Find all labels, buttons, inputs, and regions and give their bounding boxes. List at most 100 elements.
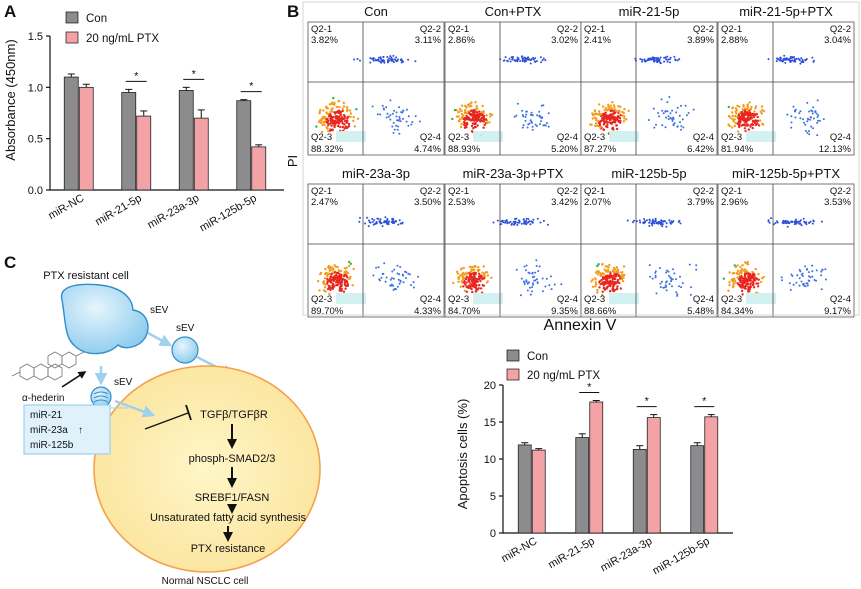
legend-d-swatch-con xyxy=(506,349,520,362)
up-arrow-icon: ↑ xyxy=(78,425,83,436)
quadrant-label-q3: Q2-3 xyxy=(448,132,469,143)
quadrant-value-q1: 2.07% xyxy=(584,197,611,208)
panel-a-bar-ptx xyxy=(78,86,94,191)
mir-box xyxy=(23,404,111,455)
panel-d-bar-ptx xyxy=(646,417,661,534)
panel-d-xtick-label: miR-125b-5p xyxy=(651,535,712,577)
quadrant-value-q4: 4.33% xyxy=(414,306,441,317)
quadrant-label-q3: Q2-3 xyxy=(311,132,332,143)
inhibition-line xyxy=(144,412,189,430)
flow-plot: Con Q2-13.82% Q2-23.11% Q2-388.32% Q2-44.74% xyxy=(307,4,445,156)
panel-a-sig-star: * xyxy=(249,81,254,93)
panel-d-xtick-label: miR-21-5p xyxy=(546,535,596,571)
quadrant-label-q1: Q2-1 xyxy=(721,24,742,35)
flow-plot-dots xyxy=(589,55,695,135)
quadrant-value-q3: 84.70% xyxy=(448,306,481,317)
panel-b-frame xyxy=(302,1,860,316)
quadrant-value-q2: 3.42% xyxy=(551,197,578,208)
arrow-hederin xyxy=(61,371,87,388)
flow-plot-title: miR-125b-5p+PTX xyxy=(732,166,840,181)
legend-d-label-con: Con xyxy=(527,351,548,363)
panel-d-sig-star: * xyxy=(587,382,592,394)
flow-plot-gate-box xyxy=(336,131,366,142)
flow-plot-dots xyxy=(451,55,550,137)
inhibition-bar-icon xyxy=(185,404,192,421)
flow-plot-frame xyxy=(307,21,445,156)
panel-a-bar-con xyxy=(236,100,252,191)
panel-a-bar-con xyxy=(63,76,79,191)
quadrant-value-q1: 2.96% xyxy=(721,197,748,208)
resistant-cell-label: PTX resistant cell xyxy=(43,270,129,282)
panel-d-bar-con xyxy=(632,448,647,534)
flow-plot-title: Con+PTX xyxy=(485,4,542,19)
arrow-cell-to-sev xyxy=(147,331,173,347)
panel-a-ylabel: Absorbance (450nm) xyxy=(3,39,18,160)
panel-b-xlabel: Annexin V xyxy=(544,317,617,334)
quadrant-label-q2: Q2-2 xyxy=(557,186,578,197)
panel-b-letter: B xyxy=(287,2,299,21)
sev-label-budding: sEV xyxy=(150,305,169,316)
quadrant-value-q3: 87.27% xyxy=(584,144,617,155)
quadrant-value-q1: 3.82% xyxy=(311,35,338,46)
pathway-step-5: PTX resistance xyxy=(191,543,266,555)
flow-plot-dots xyxy=(590,217,698,297)
panel-b-ylabel: PI xyxy=(285,155,300,167)
sev-free xyxy=(171,336,199,364)
sev-label-free: sEV xyxy=(176,323,195,334)
legend-d-swatch-ptx xyxy=(506,368,520,381)
quadrant-value-q3: 88.32% xyxy=(311,144,344,155)
quadrant-label-q4: Q2-4 xyxy=(693,294,714,305)
flow-plot-gate-box xyxy=(473,293,503,304)
quadrant-label-q1: Q2-1 xyxy=(721,186,742,197)
quadrant-value-q3: 88.93% xyxy=(448,144,481,155)
flow-plot-dots xyxy=(315,54,421,135)
flow-plot: miR-125b-5p+PTX Q2-12.96% Q2-23.53% Q2-384.… xyxy=(717,166,855,318)
rna-strands-icon xyxy=(93,391,109,403)
quadrant-label-q1: Q2-1 xyxy=(311,24,332,35)
normal-cell-shape xyxy=(93,365,321,573)
flow-plot-title: miR-23a-3p+PTX xyxy=(463,166,564,181)
quadrant-label-q2: Q2-2 xyxy=(693,24,714,35)
quadrant-value-q2: 3.53% xyxy=(824,197,851,208)
legend-swatch-con xyxy=(65,11,79,24)
quadrant-label-q3: Q2-3 xyxy=(721,294,742,305)
panel-a-ytick-label: 0.5 xyxy=(28,134,43,146)
panel-a-ytick-label: 1.0 xyxy=(28,82,43,94)
panel-c-letter: C xyxy=(4,253,16,272)
panel-a-xtick-label: miR-125b-5p xyxy=(198,192,259,234)
mir-label-125b: miR-125b xyxy=(30,440,74,451)
quadrant-label-q2: Q2-2 xyxy=(420,186,441,197)
panel-c: C PTX resistant cell sEV sEV Normal NSCL… xyxy=(4,253,321,587)
quadrant-label-q2: Q2-2 xyxy=(420,24,441,35)
quadrant-label-q4: Q2-4 xyxy=(830,132,851,143)
arrow-sev-rna-to-cell xyxy=(114,399,156,418)
flow-plot-title: miR-21-5p+PTX xyxy=(739,4,833,19)
quadrant-label-q2: Q2-2 xyxy=(830,24,851,35)
flow-plot: miR-125b-5p Q2-12.07% Q2-23.79% Q2-388.66% Q… xyxy=(580,166,718,318)
quadrant-value-q4: 5.20% xyxy=(551,144,578,155)
resistant-cell-shape xyxy=(60,283,149,355)
panel-a-ytick-label: 1.5 xyxy=(28,31,43,43)
flow-plot-gate-box xyxy=(746,131,776,142)
quadrant-label-q4: Q2-4 xyxy=(693,132,714,143)
flow-plot-gate-box xyxy=(609,131,639,142)
quadrant-value-q3: 81.94% xyxy=(721,144,754,155)
flow-plot-frame xyxy=(580,21,718,156)
quadrant-value-q1: 2.47% xyxy=(311,197,338,208)
panel-a-xtick-label: miR-23a-3p xyxy=(145,192,201,231)
panel-d-ylabel: Apoptosis cells (%) xyxy=(455,399,470,510)
quadrant-label-q3: Q2-3 xyxy=(584,294,605,305)
flow-plot: miR-23a-3p+PTX Q2-12.53% Q2-23.42% Q2-384.7… xyxy=(444,166,582,318)
quadrant-label-q3: Q2-3 xyxy=(584,132,605,143)
panel-a-bar-con xyxy=(121,92,137,191)
mir-label-23a: miR-23a xyxy=(30,425,68,436)
pathway-step-2: phosph-SMAD2/3 xyxy=(189,453,276,465)
quadrant-value-q3: 89.70% xyxy=(311,306,344,317)
quadrant-label-q1: Q2-1 xyxy=(584,186,605,197)
flow-plot: miR-21-5p Q2-12.41% Q2-23.89% Q2-387.27% Q2-… xyxy=(580,4,718,156)
legend-label-con: Con xyxy=(86,13,107,25)
panel-d-sig-star: * xyxy=(645,396,650,408)
flow-plot-dots xyxy=(452,217,563,297)
quadrant-label-q4: Q2-4 xyxy=(420,294,441,305)
